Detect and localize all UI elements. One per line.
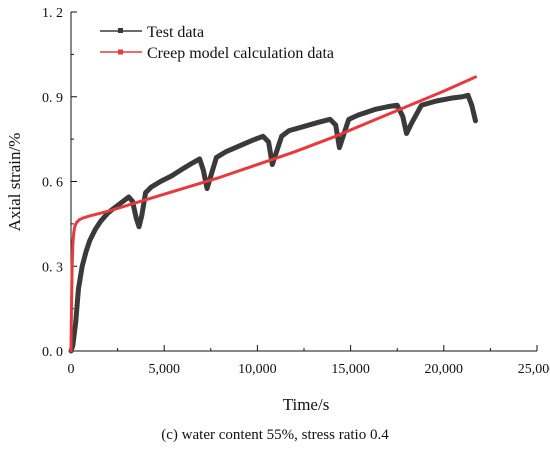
y-axis-title: Axial strain/%: [5, 133, 24, 232]
legend-marker-creep-model: [118, 49, 123, 55]
y-tick-label: 0. 9: [42, 91, 63, 106]
x-tick-label: 0: [68, 362, 75, 377]
axes: 0. 0 0. 3 0. 6 0. 9 1. 2 0 5,000 10,000 15,000 20…: [42, 6, 550, 377]
series-test-data: [68, 92, 478, 354]
series-layer: [68, 75, 478, 354]
legend-label-creep-model: Creep model calculation data: [147, 45, 334, 62]
x-tick-label: 5,000: [148, 362, 180, 377]
figure-caption: (c) water content 55%, stress ratio 0.4: [161, 427, 389, 443]
y-tick-label: 0. 3: [42, 260, 63, 275]
x-tick-label: 15,000: [331, 362, 370, 377]
y-tick-label: 1. 2: [42, 6, 63, 21]
x-axis-title: Time/s: [283, 395, 330, 414]
legend-marker-test-data: [118, 28, 123, 33]
x-tick-label: 25,000: [518, 362, 550, 377]
legend-label-test-data: Test data: [147, 24, 204, 41]
legend: Test data Creep model calculation data: [100, 24, 334, 62]
y-tick-label: 0. 0: [42, 345, 63, 360]
y-tick-label: 0. 6: [42, 176, 63, 191]
series-creep-model: [69, 75, 477, 353]
x-tick-label: 10,000: [238, 362, 277, 377]
x-tick-label: 20,000: [425, 362, 464, 377]
